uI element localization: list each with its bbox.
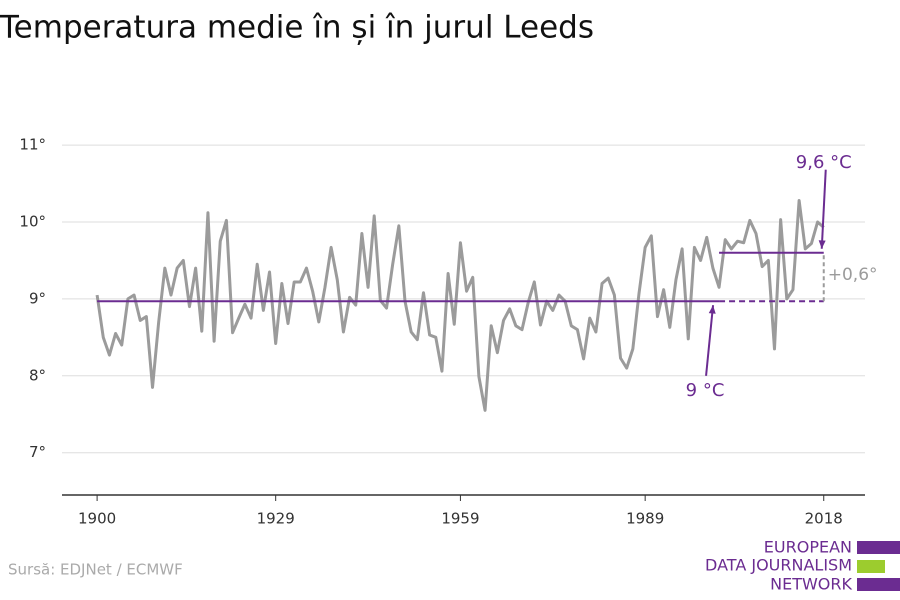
source: Sursă: EDJNet / ECMWF xyxy=(8,561,183,579)
annotation-arrow-head xyxy=(818,240,826,249)
annotation-label: 9 °C xyxy=(686,380,725,401)
logo-text: EUROPEAN xyxy=(764,538,852,557)
annotation-arrow xyxy=(820,169,827,249)
logo-bar xyxy=(857,541,900,554)
data-line xyxy=(95,198,825,412)
difference-label: +0,6° xyxy=(828,265,878,285)
annotation-arrow-head xyxy=(708,305,716,314)
x-tick-label: 1900 xyxy=(78,510,116,528)
annotation-arrow xyxy=(705,305,715,376)
x-tick-label: 1959 xyxy=(441,510,479,528)
x-tick-label: 1989 xyxy=(626,510,664,528)
logo-bar xyxy=(857,578,900,591)
logo: EUROPEAN DATA JOURNALISM NETWORK xyxy=(705,538,900,594)
chart-title: Temperatura medie în și în jurul Leeds xyxy=(0,10,594,46)
annotation-label: 9,6 °C xyxy=(796,152,852,173)
logo-text: DATA JOURNALISM xyxy=(705,556,852,575)
y-tick-label: 8° xyxy=(29,366,46,384)
y-tick-label: 7° xyxy=(29,443,46,461)
y-tick-label: 10° xyxy=(19,212,46,230)
x-tick-label: 1929 xyxy=(257,510,295,528)
logo-bar xyxy=(857,560,885,573)
x-tick-label: 2018 xyxy=(805,510,843,528)
logo-text: NETWORK xyxy=(770,575,852,594)
y-tick-label: 11° xyxy=(19,136,46,154)
y-tick-label: 9° xyxy=(29,289,46,307)
